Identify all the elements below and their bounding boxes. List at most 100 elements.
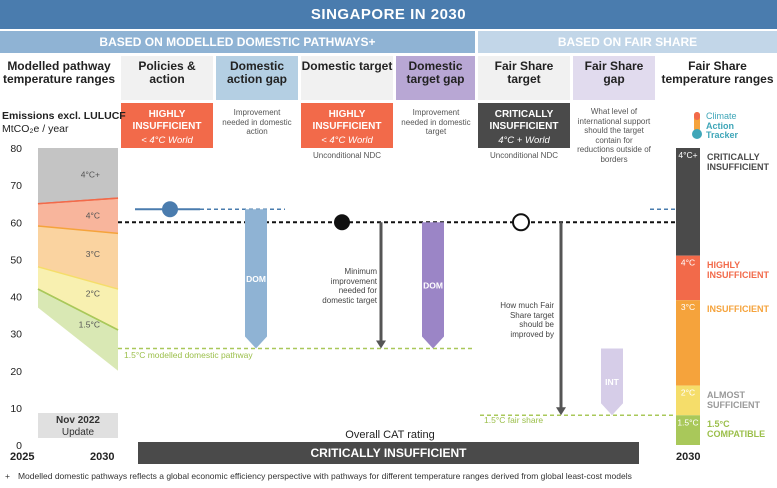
- modelled-pathways-band: BASED ON MODELLED DOMESTIC PATHWAYS+: [0, 31, 475, 53]
- col-head-dom-target-gap: Domestic target gap: [396, 56, 475, 100]
- pathway-line-label: 1.5°C modelled domestic pathway: [124, 350, 253, 360]
- policies-dot: [162, 201, 178, 218]
- fair-improve-note: How much Fair Share target should be imp…: [500, 301, 554, 339]
- y-tick-70: 70: [10, 180, 22, 192]
- logo-line-3: Tracker: [706, 130, 739, 140]
- dom-gap-arrow-label: DOM: [246, 274, 266, 284]
- band-3: [38, 266, 118, 330]
- footnote-text: Modelled domestic pathways reflects a gl…: [17, 471, 632, 481]
- overall-rating-bar: CRITICALLY INSUFFICIENT: [138, 442, 639, 464]
- page-title: SINGAPORE IN 2030: [0, 0, 777, 29]
- fair-scale-4: [676, 415, 700, 445]
- fair-rating-0: CRITICALLY INSUFFICIENT: [707, 152, 769, 172]
- x-tick-fair-2030: 2030: [676, 451, 701, 463]
- fair-rating-2: INSUFFICIENT: [707, 304, 769, 315]
- y-axis-unit: MtCO₂e / year: [2, 123, 69, 135]
- update-date: Nov 2022: [56, 415, 100, 426]
- y-tick-0: 0: [16, 440, 22, 452]
- band-edge-3: [37, 266, 119, 290]
- fair-rating-4: 1.5°C COMPATIBLE: [707, 419, 766, 440]
- fair-scale-label-4: 1.5°C: [677, 417, 698, 427]
- logo-line-1: Climate: [706, 111, 737, 121]
- y-tick-80: 80: [10, 143, 22, 155]
- col-head-dom-gap: Domestic action gap: [216, 56, 298, 100]
- fair-target-rating-label: CRITICALLY INSUFFICIENT: [489, 109, 559, 132]
- fair-share-band: BASED ON FAIR SHARE: [478, 31, 777, 53]
- col-head-fair-target: Fair Share target: [478, 56, 570, 100]
- y-axis-title: Emissions excl. LULUCF: [2, 110, 126, 122]
- band-edge-top: [37, 197, 119, 205]
- target-rating-badge: HIGHLY INSUFFICIENT < 4°C World: [301, 103, 393, 148]
- col-head-fair-gap: Fair Share gap: [573, 56, 655, 100]
- fair-scale-0: [676, 148, 700, 256]
- band-1: [38, 198, 118, 234]
- cat-logo: [690, 110, 704, 145]
- fair-share-scale: 4°C+ 4°C 3°C 2°C 1.5°C: [676, 148, 700, 445]
- y-tick-40: 40: [10, 292, 22, 304]
- band-4: [38, 289, 118, 371]
- target-rating-sub: < 4°C World: [321, 135, 373, 146]
- band-edge-2: [37, 225, 119, 235]
- int-gap-arrow: [601, 348, 623, 416]
- dom-gap-arrow: [245, 209, 267, 349]
- y-tick-20: 20: [10, 366, 22, 378]
- fair-scale-label-0: 4°C+: [678, 150, 697, 160]
- x-tick-2025: 2025: [10, 451, 35, 463]
- min-improvement-arrow-head: [376, 340, 386, 349]
- target-rating-label: HIGHLY INSUFFICIENT: [312, 109, 382, 132]
- band-0: [38, 148, 118, 204]
- target-dot: [334, 214, 350, 231]
- fair-target-rating-badge: CRITICALLY INSUFFICIENT 4°C + World: [478, 103, 570, 148]
- fair-target-rating-sub: 4°C + World: [498, 135, 550, 146]
- fair-scale-label-2: 3°C: [681, 302, 695, 312]
- footnote-mark: +: [5, 471, 10, 481]
- fair-scale-label-1: 4°C: [681, 258, 695, 268]
- unconditional-ndc-label: Unconditional NDC: [312, 151, 382, 160]
- y-tick-10: 10: [10, 403, 22, 415]
- band-label-0: 4°C+: [81, 169, 100, 179]
- band-label-4: 1.5°C: [79, 319, 100, 329]
- cat-logo-text: Climate Action Tracker: [706, 111, 739, 141]
- dom-gap-note: Improvement needed in domestic action: [222, 108, 292, 136]
- y-tick-30: 30: [10, 329, 22, 341]
- min-improvement-note: Minimum improvement needed for domestic …: [322, 267, 377, 305]
- update-label: Update: [61, 427, 95, 438]
- logo-line-2: Action: [706, 120, 734, 131]
- policies-rating-badge: HIGHLY INSUFFICIENT < 4°C World: [121, 103, 213, 148]
- col-head-fair-ranges: Fair Share temperature ranges: [658, 56, 777, 100]
- thermometer-icon: [692, 112, 702, 139]
- overall-rating-title: Overall CAT rating: [345, 429, 435, 441]
- modelled-bands: 4°C+ 4°C 3°C 2°C 1.5°C: [37, 148, 119, 371]
- unconditional-ndc-fair-label: Unconditional NDC: [489, 151, 559, 160]
- emissions-chart: 4°C+ 4°C 3°C 2°C 1.5°C 0 10 20 30 40 50 60 70 80 4°C…: [10, 143, 700, 452]
- col-head-policies: Policies & action: [121, 56, 213, 100]
- band-label-3: 2°C: [86, 289, 100, 299]
- fair-rating-3: ALMOST SUFFICIENT: [707, 389, 760, 410]
- dom-target-gap-arrow: [422, 222, 444, 349]
- fair-scale-1: [676, 255, 700, 301]
- policies-rating-label: HIGHLY INSUFFICIENT: [132, 109, 202, 132]
- band-label-1: 4°C: [86, 210, 100, 220]
- band-edge-15: [37, 288, 119, 331]
- update-box: [38, 413, 118, 438]
- fair-scale-2: [676, 300, 700, 386]
- fair-line-label: 1.5°C fair share: [484, 415, 544, 425]
- col-head-dom-target: Domestic target: [301, 56, 393, 100]
- band-2: [38, 225, 118, 290]
- footnote: + Modelled domestic pathways reflects a g…: [5, 471, 632, 481]
- dom-target-gap-arrow-label: DOM: [423, 280, 443, 290]
- int-gap-arrow-label: INT: [605, 377, 620, 387]
- fair-scale-3: [676, 385, 700, 416]
- policies-rating-sub: < 4°C World: [141, 135, 193, 146]
- fair-improve-arrow-head: [556, 407, 566, 416]
- band-label-2: 3°C: [86, 249, 100, 259]
- fair-gap-note: What level of international support shou…: [577, 107, 651, 164]
- chart-marks: DOM DOM INT: [118, 201, 676, 417]
- fair-scale-label-3: 2°C: [681, 388, 695, 398]
- dom-target-gap-note: Improvement needed in domestic target: [401, 108, 471, 136]
- x-tick-2030: 2030: [90, 451, 115, 463]
- fair-rating-1: HIGHLY INSUFFICIENT: [707, 259, 769, 280]
- fair-target-dot: [512, 213, 530, 232]
- y-tick-60: 60: [10, 217, 22, 229]
- y-axis-ticks: 0 10 20 30 40 50 60 70 80: [10, 143, 22, 452]
